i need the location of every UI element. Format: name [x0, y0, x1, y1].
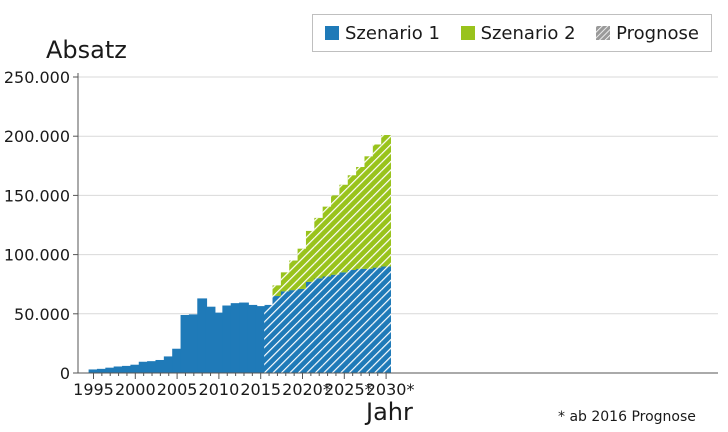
bar-szenario-1-2007 [188, 314, 199, 373]
x-tick-label-2010: 2010 [199, 380, 240, 399]
bar-szenario-1-1995 [88, 369, 99, 373]
bar-hatch-szenario-1-2020 [297, 288, 308, 373]
bar-hatch-szenario-1-2027 [356, 268, 366, 373]
bar-szenario-1-2003 [155, 359, 166, 373]
bar-szenario-1-2009 [205, 306, 216, 373]
bar-szenario-1-1998 [113, 366, 124, 373]
bar-szenario-1-2014 [247, 304, 258, 373]
legend-label-szenario-2: Szenario 2 [480, 22, 576, 44]
bar-szenario-1-1996 [96, 368, 107, 373]
legend-label-szenario-1: Szenario 1 [345, 22, 440, 44]
bar-hatch-szenario-1-2017 [272, 296, 283, 373]
y-tick-label-50000: 50.000 [14, 305, 70, 324]
bar-szenario-1-2008 [197, 298, 208, 373]
bar-szenario-1-2010 [214, 312, 224, 373]
bar-hatch-szenario-2-2023 [322, 206, 333, 277]
bar-hatch-szenario-2-2019 [289, 260, 300, 291]
bar-szenario-1-1999 [122, 365, 132, 373]
bar-hatch-szenario-1-2023 [322, 276, 333, 373]
bar-szenario-1-2001 [138, 361, 149, 373]
axes [73, 73, 718, 379]
bar-szenario-1-2013 [239, 302, 249, 373]
forecast-note: * ab 2016 Prognose [558, 409, 696, 425]
x-tick-label-2015: 2015 [240, 380, 281, 399]
bar-hatch-szenario-2-2025 [339, 184, 350, 273]
bar-hatch-szenario-1-2026 [347, 269, 358, 373]
bar-hatch-szenario-2-2021 [305, 230, 316, 282]
legend-label-prognose: Prognose [616, 22, 699, 44]
x-tick-label-2005: 2005 [157, 380, 198, 399]
y-tick-label-200000: 200.000 [4, 127, 70, 146]
bars [88, 135, 391, 373]
bar-szenario-1-2005 [172, 348, 182, 373]
bar-hatch-szenario-2-2030 [381, 135, 391, 267]
x-tick-label-2030: 2030* [366, 380, 415, 399]
y-tick-label-0: 0 [60, 364, 70, 383]
x-tick-label-2020: 2020* [282, 380, 331, 399]
bar-hatch-szenario-1-2022 [314, 278, 325, 373]
bar-hatch-szenario-1-2019 [289, 290, 300, 373]
legend-item-prognose: Prognose [596, 23, 699, 44]
legend-item-szenario-2: Szenario 2 [460, 22, 576, 44]
legend-swatch-szenario-2 [460, 26, 475, 40]
bar-szenario-1-2011 [222, 305, 233, 373]
bar-hatch-szenario-2-2022 [314, 217, 325, 279]
bar-hatch-szenario-1-2018 [280, 291, 291, 373]
bar-hatch-szenario-2-2024 [331, 195, 341, 275]
legend-swatch-prognose [596, 26, 611, 40]
y-tick-label-100000: 100.000 [4, 246, 70, 265]
bar-hatch-szenario-2-2029 [372, 144, 383, 268]
x-tick-label-2000: 2000 [115, 380, 156, 399]
y-tick-label-150000: 150.000 [4, 186, 70, 205]
legend-swatch-szenario-1 [325, 26, 339, 40]
bar-hatch-szenario-2-2028 [364, 156, 375, 269]
bar-hatch-szenario-2-2026 [347, 175, 358, 270]
bar-hatch-szenario-1-2025 [339, 272, 350, 373]
bar-szenario-1-2000 [130, 364, 141, 373]
legend-item-szenario-1: Szenario 1 [325, 23, 440, 44]
bar-hatch-szenario-2-2017 [272, 285, 283, 297]
bar-hatch-szenario-2-2018 [280, 272, 291, 292]
gridlines [78, 76, 718, 315]
bar-hatch-szenario-1-2029 [372, 267, 383, 373]
x-tick-label-2025: 2025* [324, 380, 373, 399]
legend: Szenario 1 Szenario 2 Prognose [312, 14, 712, 52]
y-axis-label: Absatz [46, 36, 127, 64]
bar-hatch-szenario-1-2030 [381, 266, 391, 373]
bar-hatch-szenario-1-2021 [305, 281, 316, 373]
bar-szenario-1-1997 [105, 367, 116, 373]
bar-hatch-szenario-2-2020 [297, 248, 308, 289]
bar-szenario-1-2006 [180, 314, 191, 373]
y-tick-label-250000: 250.000 [4, 68, 70, 87]
x-tick-label-1995: 1995 [73, 380, 114, 399]
bar-szenario-1-2012 [230, 303, 241, 373]
bar-szenario-1-2002 [147, 361, 157, 373]
bar-szenario-1-2015 [255, 306, 266, 373]
x-axis-label: Jahr [366, 398, 413, 426]
bar-hatch-szenario-1-2028 [364, 268, 375, 373]
bar-hatch-szenario-2-2027 [356, 166, 366, 269]
bar-szenario-1-2004 [163, 356, 174, 373]
bar-hatch-szenario-1-2016 [264, 304, 274, 373]
bar-hatch-szenario-1-2024 [331, 274, 341, 373]
